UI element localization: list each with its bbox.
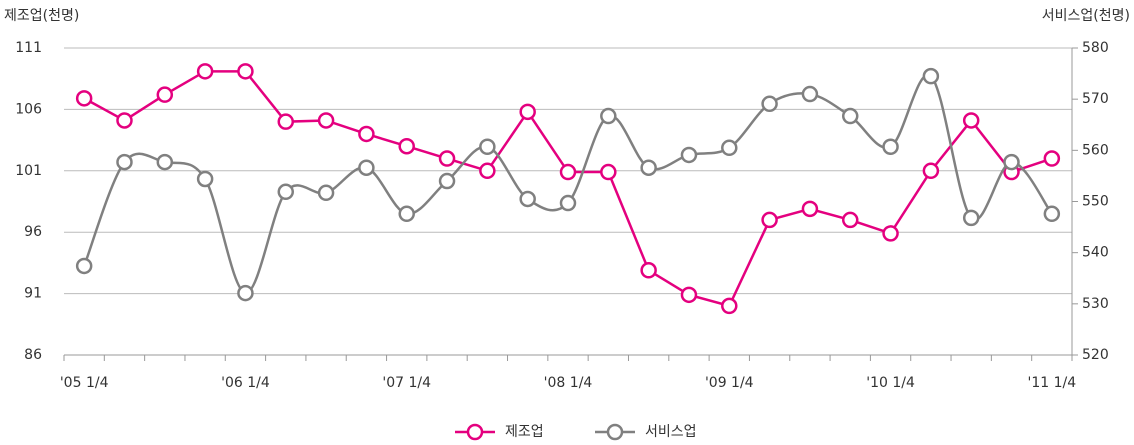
point (277, 183, 295, 201)
y2-tick-label: 580 (1082, 40, 1109, 56)
point (559, 163, 577, 181)
point (882, 225, 899, 242)
x-tick-label: '08 1/4 (544, 375, 593, 391)
y2-axis-label: 서비스업(천명) (1042, 8, 1130, 24)
x-tick-label: '06 1/4 (221, 375, 270, 391)
point (237, 63, 254, 80)
point (116, 153, 133, 171)
y2-tick-label: 570 (1082, 91, 1109, 107)
y-tick-label: 101 (15, 163, 42, 179)
point (721, 139, 738, 157)
point (680, 286, 698, 304)
point (882, 138, 899, 156)
point (156, 86, 174, 103)
point (640, 159, 657, 176)
point (801, 200, 819, 218)
x-tick-label: '05 1/4 (60, 375, 109, 391)
point (1003, 153, 1020, 171)
y2-tick-label: 540 (1082, 245, 1109, 261)
legend-marker (466, 423, 484, 441)
point (841, 107, 859, 125)
point (600, 107, 617, 125)
series-line (83, 70, 1053, 308)
y-tick-label: 86 (24, 347, 42, 363)
point (962, 112, 980, 129)
point (317, 112, 335, 129)
point (559, 194, 577, 212)
x-tick-label: '10 1/4 (866, 375, 915, 391)
x-tick-label: '09 1/4 (705, 375, 754, 391)
point (75, 257, 93, 275)
point (116, 112, 133, 129)
point (479, 138, 496, 156)
point (680, 146, 698, 164)
x-tick-label: '11 1/4 (1028, 375, 1077, 391)
point (196, 63, 214, 80)
point (237, 284, 254, 302)
point (438, 172, 456, 190)
y2-tick-label: 550 (1082, 194, 1109, 210)
y2-tick-label: 520 (1082, 347, 1109, 363)
legend-marker (606, 423, 624, 441)
point (721, 297, 738, 315)
y2-tick-label: 530 (1082, 296, 1109, 312)
point (156, 153, 174, 171)
point (358, 159, 375, 176)
point (398, 205, 415, 223)
point (922, 162, 940, 180)
y-tick-label: 91 (24, 286, 42, 302)
point (801, 85, 819, 103)
y2-tick-label: 560 (1082, 142, 1109, 158)
series-line (82, 73, 1053, 295)
point (438, 150, 456, 167)
point (761, 211, 778, 229)
point (479, 162, 496, 180)
point (761, 95, 778, 113)
point (317, 184, 335, 202)
point (962, 209, 980, 227)
point (922, 67, 940, 85)
point (841, 211, 859, 229)
y-axis-label: 제조업(천명) (4, 8, 79, 24)
legend-label: 제조업 (505, 424, 544, 440)
point (277, 113, 295, 130)
y-tick-label: 96 (24, 224, 42, 240)
legend-label: 서비스업 (645, 424, 697, 440)
point (398, 137, 415, 155)
point (1043, 205, 1061, 223)
point (1043, 150, 1061, 167)
point (196, 170, 214, 188)
point (75, 90, 93, 107)
point (519, 190, 536, 208)
point (519, 103, 536, 121)
y-tick-label: 106 (15, 101, 42, 117)
x-tick-label: '07 1/4 (382, 375, 431, 391)
point (600, 163, 617, 181)
point (640, 262, 657, 279)
point (358, 125, 375, 143)
y-tick-label: 111 (15, 40, 42, 56)
